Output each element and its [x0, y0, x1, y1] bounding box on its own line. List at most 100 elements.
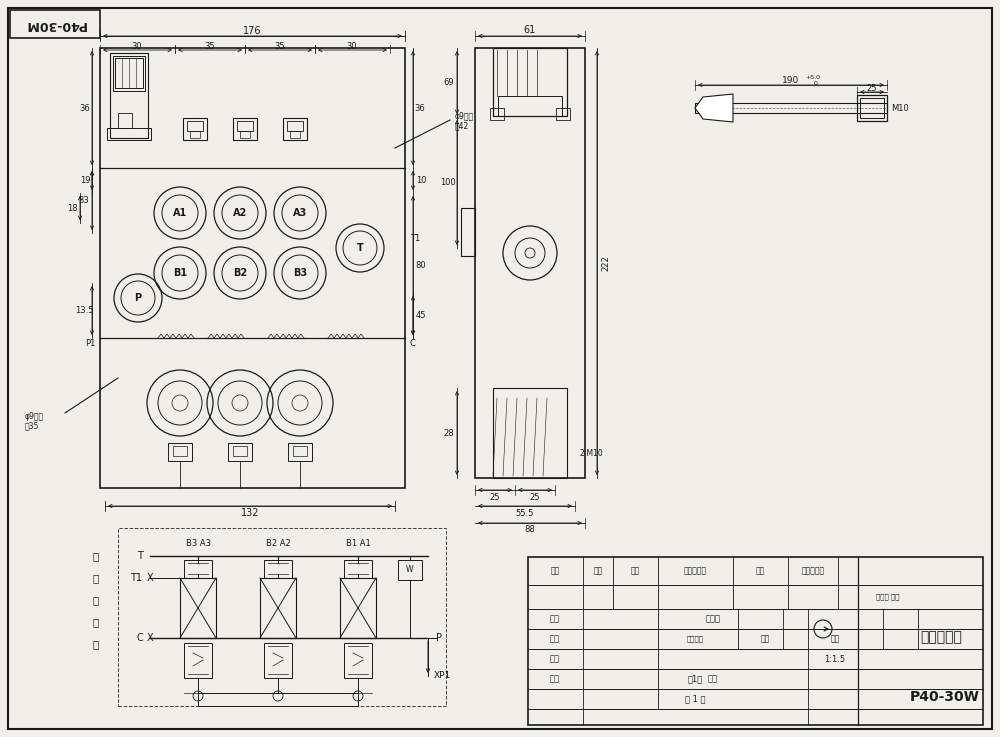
- Bar: [118, 113, 132, 128]
- Text: 35: 35: [205, 41, 215, 51]
- Text: 压: 压: [93, 573, 99, 583]
- Text: A3: A3: [293, 208, 307, 218]
- Text: T: T: [357, 243, 363, 253]
- Bar: [118, 528, 446, 706]
- Bar: [556, 108, 570, 120]
- Bar: [107, 128, 151, 140]
- Text: 13.5: 13.5: [75, 306, 93, 315]
- Text: C: C: [136, 633, 143, 643]
- Text: A1: A1: [173, 208, 187, 218]
- Text: 三联多路阀: 三联多路阀: [920, 630, 962, 644]
- Bar: [173, 446, 187, 456]
- Text: 阶段标记: 阶段标记: [686, 636, 704, 643]
- Text: P1: P1: [85, 338, 95, 348]
- Bar: [287, 121, 303, 131]
- Bar: [115, 58, 143, 88]
- Bar: [233, 118, 257, 140]
- Bar: [283, 118, 307, 140]
- Text: X: X: [147, 573, 153, 583]
- Text: 19: 19: [80, 175, 90, 184]
- Text: T1: T1: [130, 573, 142, 583]
- Bar: [461, 208, 475, 256]
- Text: 比例: 比例: [830, 635, 840, 643]
- Bar: [493, 48, 567, 116]
- Text: 高35: 高35: [25, 422, 39, 430]
- Text: 关联文件号: 关联文件号: [683, 567, 707, 576]
- Text: B2 A2: B2 A2: [266, 539, 290, 548]
- Text: 0: 0: [808, 80, 818, 85]
- Text: 45: 45: [416, 310, 426, 320]
- Bar: [528, 557, 983, 725]
- Text: 年、月、日: 年、月、日: [801, 567, 825, 576]
- Bar: [264, 560, 292, 578]
- Text: 100: 100: [440, 178, 456, 186]
- Bar: [293, 446, 307, 456]
- Text: B3: B3: [293, 268, 307, 278]
- Text: 222: 222: [602, 255, 610, 271]
- Text: 18: 18: [67, 203, 77, 212]
- Text: 61: 61: [524, 25, 536, 35]
- Bar: [240, 131, 250, 138]
- Text: 原: 原: [93, 595, 99, 605]
- Text: 28: 28: [444, 428, 454, 438]
- Text: B3 A3: B3 A3: [186, 539, 210, 548]
- Text: XP1: XP1: [434, 671, 451, 680]
- Text: 设计: 设计: [550, 615, 560, 624]
- Text: X: X: [147, 633, 153, 643]
- Text: 重量: 重量: [760, 635, 770, 643]
- Text: 25: 25: [490, 492, 500, 501]
- Bar: [184, 643, 212, 678]
- Bar: [493, 388, 567, 478]
- Text: +5.0: +5.0: [806, 74, 820, 80]
- Text: B1: B1: [173, 268, 187, 278]
- Bar: [180, 578, 216, 638]
- Bar: [498, 96, 562, 116]
- Text: 55.5: 55.5: [516, 509, 534, 517]
- Text: 签名: 签名: [755, 567, 765, 576]
- Text: 共1张: 共1张: [687, 674, 703, 683]
- Text: 80: 80: [416, 260, 426, 270]
- Text: 190: 190: [782, 75, 800, 85]
- Bar: [475, 48, 585, 478]
- Text: 35: 35: [275, 41, 285, 51]
- Text: 高42: 高42: [455, 122, 469, 130]
- Text: 理: 理: [93, 617, 99, 627]
- Bar: [398, 560, 422, 580]
- Text: 校对: 校对: [550, 635, 560, 643]
- Text: 30: 30: [347, 41, 357, 51]
- Text: P: P: [134, 293, 142, 303]
- Bar: [288, 443, 312, 461]
- Bar: [857, 95, 887, 121]
- Text: M10: M10: [891, 103, 909, 113]
- Text: 132: 132: [241, 508, 259, 518]
- Text: A2: A2: [233, 208, 247, 218]
- Polygon shape: [695, 94, 733, 122]
- Text: P: P: [436, 633, 442, 643]
- Text: 标准化: 标准化: [706, 615, 720, 624]
- Text: T: T: [137, 551, 143, 561]
- Text: 36: 36: [415, 103, 425, 113]
- Text: P40-30M: P40-30M: [24, 18, 86, 30]
- Text: 标记: 标记: [550, 567, 560, 576]
- Bar: [237, 121, 253, 131]
- Text: 2-M10: 2-M10: [580, 449, 604, 458]
- Text: 25: 25: [530, 492, 540, 501]
- Text: W: W: [406, 565, 414, 575]
- Text: 88: 88: [525, 525, 535, 534]
- Text: 1:1.5: 1:1.5: [824, 654, 846, 663]
- Text: P40-30W: P40-30W: [910, 690, 980, 704]
- Text: 图: 图: [93, 639, 99, 649]
- Bar: [290, 131, 300, 138]
- Bar: [344, 560, 372, 578]
- Text: φ9通孔: φ9通孔: [455, 111, 474, 121]
- Text: C: C: [410, 338, 416, 348]
- Text: 30: 30: [132, 41, 142, 51]
- Text: B2: B2: [233, 268, 247, 278]
- Bar: [168, 443, 192, 461]
- Text: 分区: 分区: [630, 567, 640, 576]
- Text: 69: 69: [444, 77, 454, 86]
- Bar: [190, 131, 200, 138]
- Text: 第 1 页: 第 1 页: [685, 694, 705, 704]
- Text: 25: 25: [867, 83, 877, 93]
- Text: 10: 10: [416, 175, 426, 184]
